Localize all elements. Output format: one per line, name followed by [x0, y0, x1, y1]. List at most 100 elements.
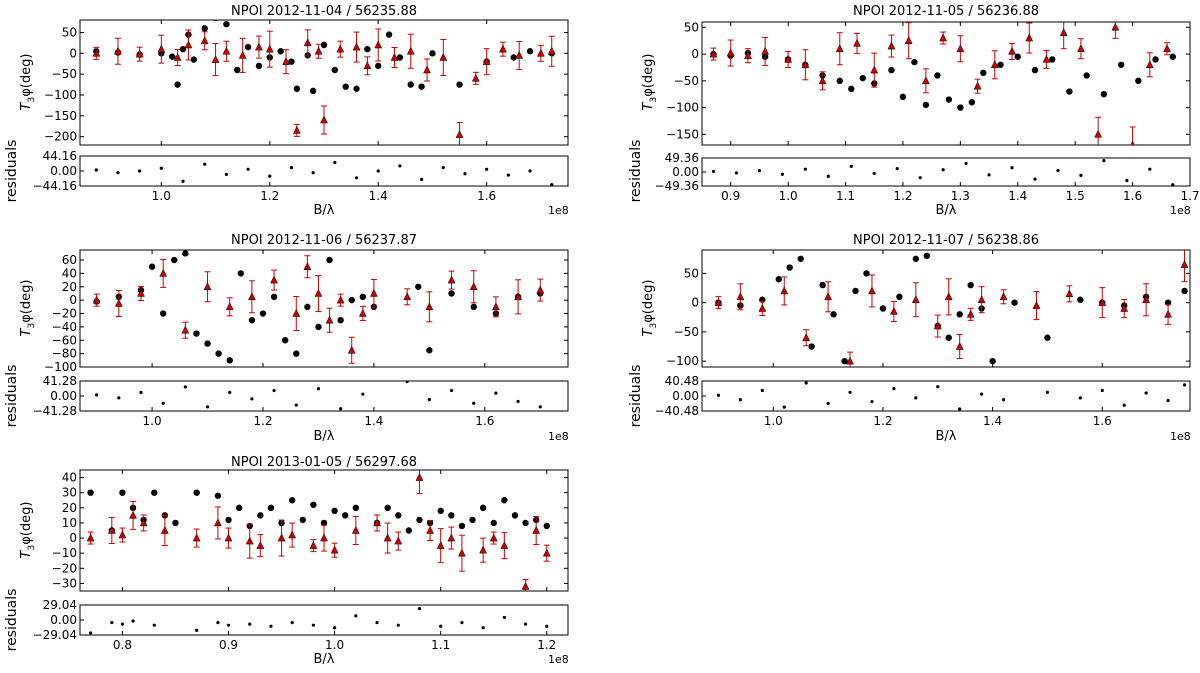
- data-point-circle: [819, 281, 826, 289]
- y-tick-label: 50: [684, 266, 699, 280]
- residual-point: [918, 176, 922, 180]
- data-point-circle: [405, 527, 413, 534]
- x-axis-label: B/λ: [314, 652, 335, 667]
- residual-y-tick-label: −29.04: [33, 628, 77, 642]
- model-point-triangle: [536, 285, 545, 294]
- y-tick-label: 10: [62, 516, 77, 530]
- model-point-triangle: [137, 288, 145, 297]
- data-point-circle: [331, 507, 338, 515]
- data-layer: [92, 250, 545, 364]
- data-point-circle: [320, 41, 328, 49]
- data-point-circle: [288, 497, 296, 504]
- residual-point: [183, 385, 187, 389]
- data-layer: [86, 470, 551, 591]
- model-point-triangle: [966, 309, 975, 318]
- residual-point: [205, 405, 210, 409]
- data-point-circle: [1011, 299, 1018, 306]
- residual-y-tick-label: 29.04: [43, 598, 77, 612]
- data-point-circle: [148, 263, 156, 270]
- y-tick-label: −50: [52, 67, 77, 81]
- residual-point: [502, 615, 506, 620]
- data-point-circle: [980, 69, 987, 77]
- model-point-triangle: [780, 286, 789, 295]
- data-point-circle: [470, 303, 477, 311]
- residual-point: [914, 396, 918, 400]
- model-point-triangle: [426, 525, 434, 534]
- residual-point: [738, 398, 742, 402]
- residual-point: [269, 624, 273, 628]
- y-axis-label-base: T: [641, 327, 656, 336]
- model-point-triangle: [383, 533, 392, 542]
- model-point-triangle: [1163, 44, 1171, 52]
- model-point-triangle: [114, 46, 122, 55]
- main-plot-frame: [79, 19, 569, 146]
- model-point-triangle: [542, 548, 551, 557]
- model-point-triangle: [904, 36, 913, 44]
- x-axis-label: B/λ: [314, 203, 335, 218]
- data-point-circle: [479, 504, 487, 512]
- data-point-circle: [352, 504, 360, 512]
- model-point-triangle: [439, 52, 448, 61]
- model-point-triangle: [1065, 289, 1074, 298]
- residual-y-tick-label: 0.00: [50, 613, 77, 627]
- x-tick-label: 1.0: [143, 414, 162, 428]
- y-tick-label: 60: [62, 253, 77, 267]
- data-layer: [709, 22, 1176, 145]
- model-point-triangle: [1094, 129, 1103, 138]
- y-axis-label-rest: φ(deg): [19, 54, 34, 97]
- residual-layer: [95, 381, 542, 411]
- residual-point: [449, 388, 454, 393]
- data-point-circle: [151, 489, 158, 496]
- residual-point: [120, 622, 125, 626]
- model-point-triangle: [956, 44, 965, 52]
- data-layer: [92, 20, 556, 145]
- data-point-circle: [830, 311, 837, 318]
- y-tick-label: −100: [666, 101, 699, 115]
- residual-point: [110, 620, 114, 625]
- model-point-triangle: [1164, 309, 1172, 318]
- residual-point: [228, 390, 232, 394]
- data-point-circle: [190, 56, 198, 63]
- data-point-circle: [364, 45, 371, 53]
- y-tick-label: −40: [52, 320, 77, 334]
- data-point-circle: [213, 20, 218, 22]
- data-point-circle: [863, 270, 870, 277]
- residual-point: [528, 169, 532, 173]
- residual-y-tick-label: 40.48: [665, 374, 699, 388]
- data-point-circle: [957, 104, 964, 111]
- y-axis-label-subscript: 3: [27, 545, 37, 551]
- model-point-triangle: [224, 533, 233, 542]
- data-point-circle: [448, 512, 455, 519]
- residual-point: [398, 164, 402, 168]
- residual-point: [224, 172, 228, 176]
- model-point-triangle: [999, 292, 1008, 301]
- residual-point: [1056, 168, 1060, 173]
- residual-point: [294, 403, 298, 407]
- x-tick-label: 1.4: [1008, 189, 1027, 203]
- y-tick-label: 40: [62, 266, 77, 280]
- data-point-circle: [1066, 88, 1073, 95]
- model-point-triangle: [277, 533, 286, 542]
- model-point-triangle: [922, 76, 930, 85]
- residual-point: [290, 620, 294, 625]
- model-point-triangle: [944, 292, 953, 301]
- residual-point: [987, 173, 991, 177]
- data-point-circle: [1181, 287, 1188, 295]
- residual-point: [316, 387, 321, 391]
- residual-point: [439, 624, 443, 628]
- model-point-triangle: [225, 302, 234, 311]
- y-axis-label: T3φ(deg): [19, 54, 37, 111]
- residual-plot-frame: [701, 380, 1191, 412]
- data-point-circle: [257, 512, 264, 519]
- x-axis-offset-label: 1e8: [548, 430, 569, 443]
- data-point-circle: [299, 516, 306, 524]
- x-tick-label: 1.2: [537, 638, 556, 652]
- residual-point: [1078, 396, 1082, 400]
- data-point-circle: [331, 66, 339, 74]
- residual-point: [417, 607, 422, 611]
- data-point-circle: [179, 45, 187, 53]
- residual-point: [803, 167, 807, 171]
- model-point-triangle: [309, 541, 318, 549]
- residual-point: [870, 399, 874, 404]
- model-point-triangle: [1042, 54, 1051, 63]
